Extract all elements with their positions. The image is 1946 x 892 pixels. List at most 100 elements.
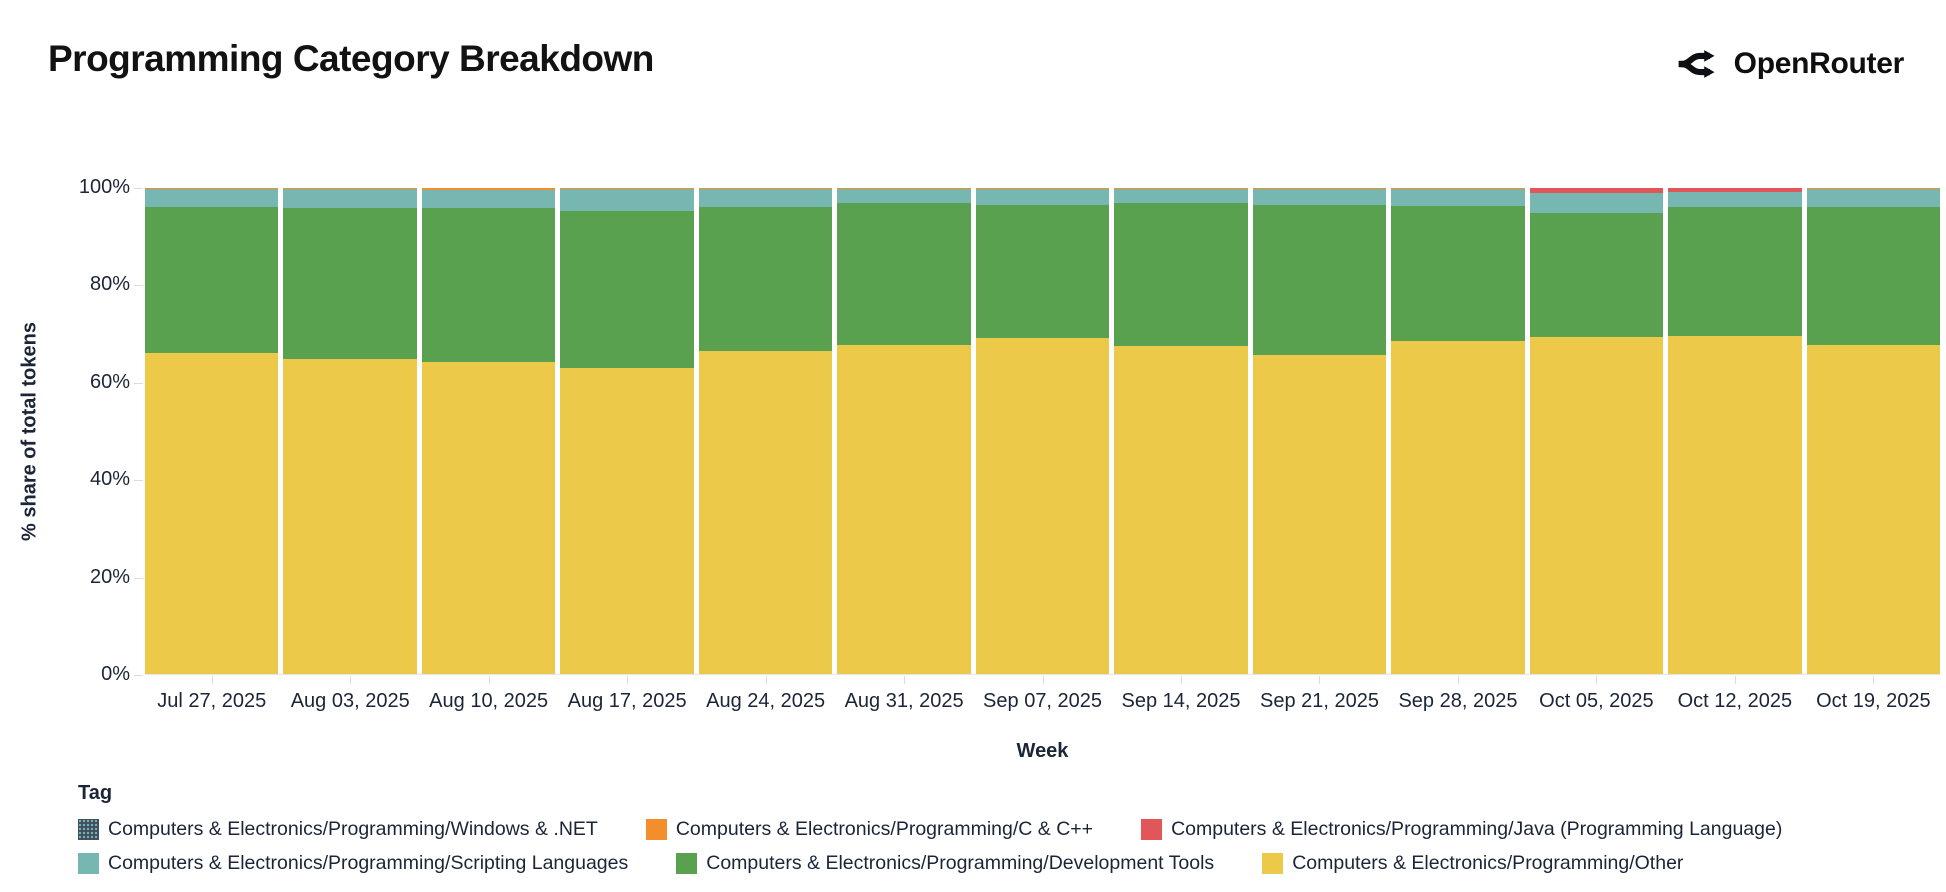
y-tick-mark <box>134 382 143 384</box>
bar-segment[interactable] <box>698 206 833 351</box>
bar-segment[interactable] <box>1114 203 1248 347</box>
x-tick-mark <box>1596 676 1598 684</box>
bar-week-12[interactable] <box>1668 188 1802 674</box>
x-tick-label: Oct 19, 2025 <box>1816 690 1931 712</box>
bar-segment[interactable] <box>1806 344 1941 674</box>
x-axis-tick-labels: Jul 27, 2025 Aug 03, 2025 Aug 10, 2025 Aug … <box>145 690 1940 713</box>
bar-segment[interactable] <box>560 367 694 674</box>
bar-segment[interactable] <box>837 188 971 204</box>
bar-segment[interactable] <box>1668 188 1802 192</box>
bar-week-9[interactable] <box>1252 188 1387 674</box>
bar-segment[interactable] <box>1252 188 1387 206</box>
bar-week-4[interactable] <box>560 188 694 674</box>
x-tick-mark <box>211 676 213 684</box>
bar-segment[interactable] <box>1529 192 1664 213</box>
bar-segment[interactable] <box>283 207 417 359</box>
bar-week-2[interactable] <box>283 188 417 674</box>
bar-segment[interactable] <box>1668 206 1802 336</box>
bar-week-10[interactable] <box>1391 188 1525 674</box>
bar-segment[interactable] <box>1252 205 1387 355</box>
x-tick-label: Oct 05, 2025 <box>1539 690 1654 712</box>
bar-segment[interactable] <box>975 337 1110 674</box>
bar-week-3[interactable] <box>421 188 556 674</box>
bar-segment[interactable] <box>1391 206 1525 342</box>
bar-segment[interactable] <box>837 203 971 346</box>
bar-segment[interactable] <box>1806 188 1941 189</box>
y-tick-mark <box>134 285 143 287</box>
bar-week-8[interactable] <box>1114 188 1248 674</box>
bar-segment[interactable] <box>1391 189 1525 206</box>
bar-segment[interactable] <box>1252 354 1387 674</box>
bar-segment[interactable] <box>837 345 971 674</box>
y-tick-label: 80% <box>89 273 130 296</box>
x-tick-mark <box>904 676 906 684</box>
bar-segment[interactable] <box>1529 212 1664 337</box>
x-tick-label: Oct 12, 2025 <box>1677 690 1793 712</box>
bar-segment[interactable] <box>145 188 279 189</box>
legend-item-label: Computers & Electronics/Programming/Wind… <box>108 818 598 840</box>
bar-segment[interactable] <box>1806 189 1941 207</box>
bar-week-1[interactable] <box>145 188 279 674</box>
bar-segment[interactable] <box>1114 188 1248 189</box>
bar-segment[interactable] <box>1668 335 1802 674</box>
bar-segment[interactable] <box>145 206 279 353</box>
bar-week-5[interactable] <box>698 188 833 674</box>
legend-item[interactable]: Computers & Electronics/Programming/Scri… <box>78 852 628 875</box>
bar-segment[interactable] <box>421 207 556 362</box>
legend-item[interactable]: Computers & Electronics/Programming/Deve… <box>676 852 1214 875</box>
bar-segment[interactable] <box>1252 188 1387 189</box>
legend-swatch-icon <box>1141 819 1163 840</box>
bar-segment[interactable] <box>975 205 1110 338</box>
x-tick-label: Sep 21, 2025 <box>1259 690 1379 712</box>
legend-item[interactable]: Computers & Electronics/Programming/Java… <box>1141 818 1782 841</box>
bar-segment[interactable] <box>698 189 833 207</box>
x-tick-mark <box>1873 676 1875 684</box>
bar-segment[interactable] <box>421 361 556 674</box>
legend-item-label: Computers & Electronics/Programming/Java… <box>1171 818 1783 840</box>
bar-segment[interactable] <box>1391 341 1525 674</box>
legend-swatch-icon <box>645 819 667 840</box>
bar-segment[interactable] <box>421 189 556 208</box>
bar-segment[interactable] <box>975 188 1110 189</box>
y-tick-mark <box>134 480 143 482</box>
bar-week-13[interactable] <box>1806 188 1941 674</box>
bar-segment[interactable] <box>145 352 279 674</box>
bar-segment[interactable] <box>975 189 1110 206</box>
bar-segment[interactable] <box>837 188 971 189</box>
y-tick-mark <box>134 675 143 676</box>
bar-segment[interactable] <box>283 188 417 190</box>
bar-segment[interactable] <box>1668 191 1802 207</box>
bar-segment[interactable] <box>1391 188 1525 189</box>
y-tick-label: 100% <box>78 176 130 198</box>
bar-segment[interactable] <box>560 189 694 211</box>
bar-segment[interactable] <box>283 358 417 674</box>
bar-segment[interactable] <box>1529 336 1664 674</box>
bar-segment[interactable] <box>698 188 833 190</box>
bar-segment[interactable] <box>1806 206 1941 345</box>
bar-week-7[interactable] <box>975 188 1110 674</box>
bar-segment[interactable] <box>145 189 279 207</box>
x-tick-label: Aug 31, 2025 <box>844 690 964 712</box>
bar-segment[interactable] <box>1114 188 1248 204</box>
bar-segment[interactable] <box>1529 188 1664 193</box>
bar-segment[interactable] <box>560 210 694 368</box>
bar-segment[interactable] <box>421 188 556 190</box>
legend-row: Computers & Electronics/Programming/Wind… <box>78 818 1782 841</box>
bar-segment[interactable] <box>698 350 833 674</box>
y-tick-mark <box>134 577 143 579</box>
x-tick-mark <box>350 676 352 684</box>
legend-item[interactable]: Computers & Electronics/Programming/C & … <box>645 818 1093 841</box>
bar-segment[interactable] <box>1114 346 1248 674</box>
bar-week-11[interactable] <box>1529 188 1664 674</box>
y-tick-label: 60% <box>89 370 130 393</box>
y-tick-label: 0% <box>101 663 130 685</box>
legend-item[interactable]: Computers & Electronics/Programming/Othe… <box>1262 852 1683 875</box>
bar-segment[interactable] <box>283 189 417 208</box>
legend-item[interactable]: Computers & Electronics/Programming/Wind… <box>78 818 598 841</box>
bar-segment[interactable] <box>560 188 694 190</box>
legend-row: Computers & Electronics/Programming/Scri… <box>78 852 1782 875</box>
x-tick-mark <box>1180 676 1182 684</box>
bar-week-6[interactable] <box>837 188 971 674</box>
x-tick-label: Aug 03, 2025 <box>290 690 410 712</box>
